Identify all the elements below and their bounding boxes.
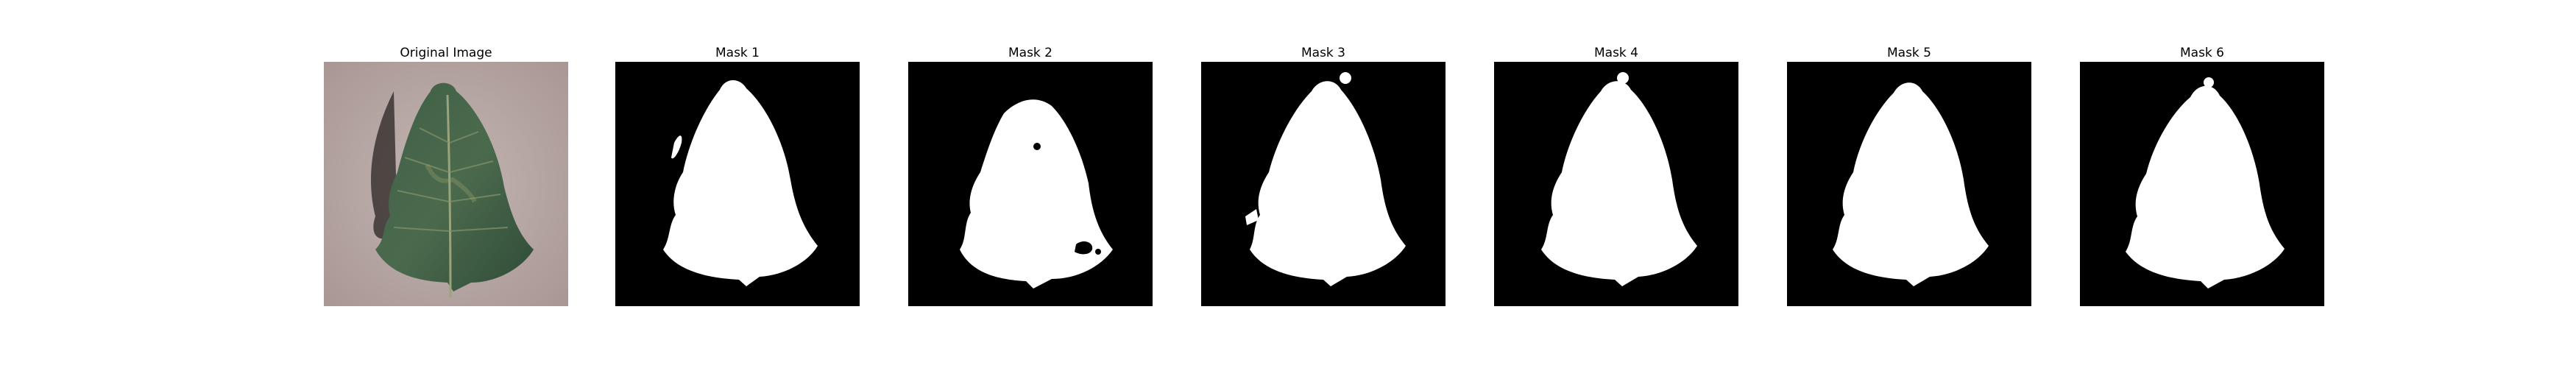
panel-title-mask-2: Mask 2: [1008, 46, 1052, 60]
panel-mask-5: Mask 5: [1787, 44, 2031, 306]
panel-title-mask-5: Mask 5: [1886, 46, 1931, 60]
mask-4-image: [1494, 62, 1738, 306]
panel-title-mask-4: Mask 4: [1593, 46, 1638, 60]
panel-original-image: Original Image: [324, 44, 568, 306]
mask-2-image: [908, 62, 1153, 306]
panel-mask-6: Mask 6: [2080, 44, 2324, 306]
panel-mask-1: Mask 1: [615, 44, 860, 306]
original-leaf-photo: [324, 62, 568, 306]
panel-title-original: Original Image: [400, 46, 492, 60]
panel-title-mask-3: Mask 3: [1301, 46, 1345, 60]
mask-3-image: [1201, 62, 1446, 306]
mask-1-image: [615, 62, 860, 306]
mask-5-image: [1787, 62, 2031, 306]
panel-mask-4: Mask 4: [1494, 44, 1738, 306]
mask-6-image: [2080, 62, 2324, 306]
panel-title-mask-1: Mask 1: [715, 46, 760, 60]
panel-mask-2: Mask 2: [908, 44, 1153, 306]
panel-mask-3: Mask 3: [1201, 44, 1446, 306]
panel-title-mask-6: Mask 6: [2179, 46, 2224, 60]
